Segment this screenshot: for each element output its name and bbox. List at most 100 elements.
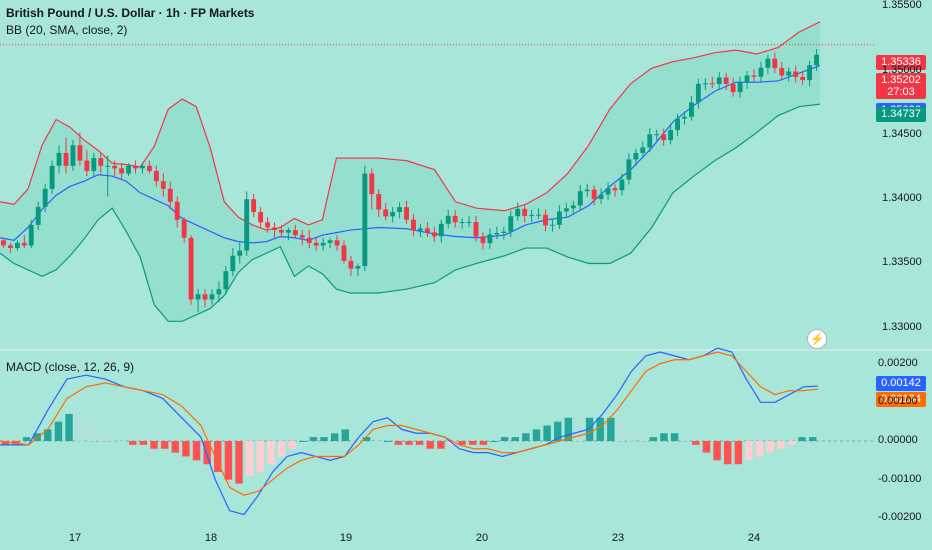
macd-hist-bar-27 — [288, 441, 296, 449]
macd-hist-bar-49 — [522, 433, 530, 441]
macd-hist-bar-45 — [479, 441, 488, 445]
candle-body-3 — [21, 242, 27, 246]
macd-hist-bar-19 — [203, 441, 211, 465]
candle-body-86 — [598, 194, 604, 200]
macd-hist-bar-32 — [341, 429, 349, 441]
macd-hist-bar-8 — [86, 421, 95, 441]
candle-body-50 — [348, 260, 354, 269]
chart-title: British Pound / U.S. Dollar · 1h · FP Ma… — [6, 6, 255, 20]
candle-body-46 — [320, 242, 326, 246]
candle-body-42 — [292, 230, 298, 236]
bb-lower-line — [0, 103, 821, 322]
macd-hist-bar-4 — [44, 429, 52, 441]
macd-legend-label: MACD (close, 12, 26, 9) — [6, 360, 135, 374]
x-axis-tick-3: 20 — [475, 532, 489, 544]
macd-hist-bar-0 — [1, 441, 10, 445]
flash-icon[interactable]: ⚡ — [807, 329, 827, 349]
candle-body-2 — [14, 242, 20, 249]
candle-body-101 — [702, 83, 708, 85]
macd-hist-bar-68 — [723, 441, 732, 465]
candle-body-32 — [223, 271, 229, 290]
candle-body-73 — [508, 216, 514, 232]
macd-hist-bar-36 — [384, 441, 392, 442]
macd-hist-bar-64 — [681, 437, 689, 441]
macd-hist-bar-66 — [702, 441, 711, 453]
macd-hist-bar-44 — [469, 441, 477, 445]
candle-body-29 — [202, 294, 208, 300]
price-axis-tick-3: 1.34000 — [882, 192, 922, 205]
macd-hist-bar-48 — [511, 437, 519, 441]
macd-hist-bar-28 — [299, 441, 307, 442]
candle-body-22 — [153, 170, 159, 182]
candle-body-93 — [647, 134, 653, 148]
candle-body-106 — [737, 82, 743, 93]
candle-body-44 — [306, 237, 312, 243]
candle-body-70 — [487, 234, 493, 244]
last-price-tag: 1.35202 27:03 — [876, 73, 926, 99]
candle-body-74 — [515, 208, 521, 217]
bb-fill — [0, 21, 820, 322]
candle-body-110 — [765, 58, 771, 68]
macd-hist-bar-31 — [330, 433, 339, 441]
candle-body-62 — [431, 232, 437, 237]
candle-body-97 — [675, 118, 680, 131]
price-axis-tick-2: 1.34500 — [882, 127, 922, 140]
candle-body-13 — [91, 158, 97, 171]
candle-body-26 — [181, 219, 187, 238]
candle-body-83 — [577, 191, 583, 206]
candle-body-18 — [126, 165, 131, 174]
x-axis-tick-4: 23 — [611, 532, 625, 544]
candle-body-43 — [299, 235, 305, 238]
candle-body-108 — [751, 75, 757, 77]
candle-body-39 — [272, 227, 277, 231]
macd-hist-bar-35 — [373, 441, 381, 442]
bb-lower-price-tag: 1.34737 — [876, 107, 926, 122]
signal-line-tag: 0.00134 — [876, 392, 926, 407]
candle-body-115 — [800, 76, 806, 81]
candle-body-89 — [619, 179, 625, 191]
candle-body-60 — [417, 228, 423, 231]
countdown-timer: 27:03 — [887, 86, 915, 98]
candle-body-113 — [786, 71, 792, 76]
candle-body-82 — [570, 205, 576, 209]
candle-body-12 — [84, 160, 90, 171]
candle-body-20 — [140, 165, 145, 169]
macd-hist-bar-53 — [564, 417, 573, 441]
candle-body-30 — [209, 294, 215, 300]
candle-body-5 — [35, 206, 41, 225]
candle-body-68 — [473, 221, 479, 237]
macd-hist-bar-59 — [628, 433, 636, 441]
macd-hist-bar-33 — [352, 437, 360, 441]
candle-body-35 — [244, 199, 250, 251]
macd-hist-bar-6 — [65, 413, 73, 441]
candle-body-94 — [654, 134, 660, 136]
candle-body-66 — [459, 222, 465, 224]
macd-hist-bar-57 — [607, 417, 615, 441]
candle-body-77 — [536, 214, 541, 216]
macd-axis-tick-3: -0.00100 — [878, 472, 922, 485]
candle-body-24 — [167, 188, 173, 202]
candle-body-80 — [556, 211, 562, 225]
macd-hist-bar-2 — [22, 437, 31, 441]
candle-body-64 — [445, 215, 451, 224]
macd-hist-bar-47 — [500, 437, 509, 441]
candle-body-47 — [327, 240, 333, 243]
macd-hist-bar-40 — [426, 441, 434, 449]
candle-body-96 — [668, 130, 674, 141]
macd-axis-tick-1: 0.00100 — [878, 395, 918, 408]
macd-hist-bar-63 — [670, 433, 679, 441]
candle-body-109 — [758, 67, 764, 77]
macd-hist-bar-10 — [107, 437, 116, 441]
candle-body-67 — [466, 221, 472, 223]
candle-body-19 — [133, 165, 138, 169]
candle-body-36 — [251, 199, 257, 213]
candle-body-7 — [49, 165, 55, 189]
candle-body-37 — [258, 212, 264, 223]
candle-body-95 — [661, 134, 667, 141]
candle-body-92 — [640, 147, 646, 153]
candle-body-25 — [174, 201, 180, 220]
candle-body-90 — [626, 159, 632, 180]
candle-body-56 — [390, 212, 396, 217]
